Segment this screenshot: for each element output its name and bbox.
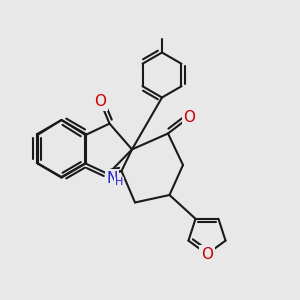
Text: N: N [106, 171, 118, 186]
Text: O: O [201, 247, 213, 262]
Text: O: O [94, 94, 106, 110]
Text: H: H [115, 177, 123, 188]
Text: O: O [184, 110, 196, 124]
